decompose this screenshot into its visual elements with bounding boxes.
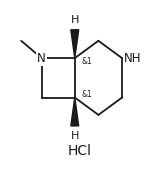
Text: N: N <box>37 52 46 65</box>
Polygon shape <box>71 98 79 126</box>
Text: HCl: HCl <box>68 144 91 158</box>
Text: &1: &1 <box>81 90 92 99</box>
Text: H: H <box>71 131 79 141</box>
Text: NH: NH <box>124 52 141 65</box>
Text: &1: &1 <box>81 57 92 66</box>
Text: H: H <box>71 15 79 25</box>
Polygon shape <box>71 30 79 58</box>
